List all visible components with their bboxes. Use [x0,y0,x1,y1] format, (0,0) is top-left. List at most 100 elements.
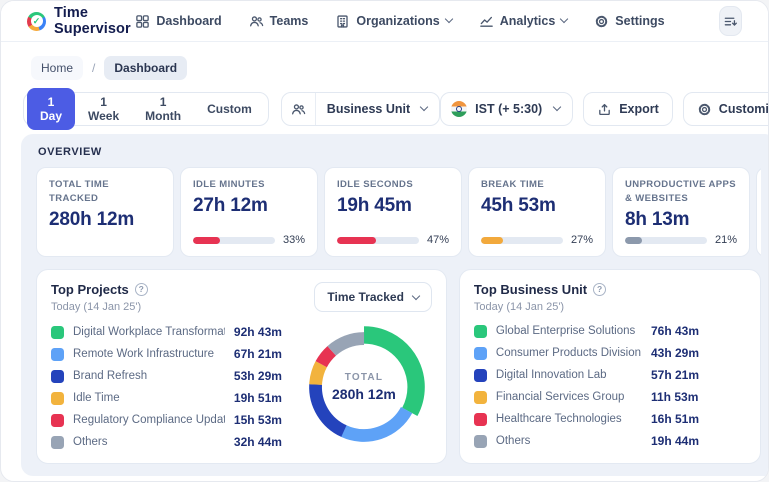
legend-label: Remote Work Infrastructure [73,348,215,360]
legend-swatch [473,434,487,448]
legend-item: Financial Services Group 11h 53m [473,389,746,405]
timezone-dropdown[interactable]: IST (+ 5:30) [440,92,574,126]
legend-item: Brand Refresh 53h 29m [51,368,296,384]
date-range-tabs: 1 Day 1 Week 1 Month Custom [23,88,269,130]
nav-label: Analytics [499,14,556,28]
gear-icon [698,103,711,115]
stat-card-break-time: BREAK TIME 45h 53m 27% [468,167,606,257]
legend-swatch [51,325,64,339]
legend-label: Financial Services Group [495,391,625,403]
top-projects-donut [303,326,425,448]
legend-label: Idle Time [73,392,120,404]
breadcrumb-current: Dashboard [104,56,188,80]
stat-card-total-time: TOTAL TIME TRACKED 280h 12m [36,167,174,257]
legend-swatch [473,324,487,338]
legend-item: Digital Workplace Transformation 92h 43m [51,324,296,340]
stat-card-percent: 21% [714,234,737,246]
breadcrumb-home[interactable]: Home [31,56,84,80]
grid-icon [136,14,150,28]
tab-1-month[interactable]: 1 Month [132,88,194,130]
legend-swatch [51,435,64,449]
breadcrumb: Home / Dashboard [31,56,768,80]
legend-label: Others [73,436,108,448]
donut-segment [309,332,419,442]
legend-value: 57h 21m [651,368,700,382]
help-icon[interactable]: ? [134,283,148,296]
legend-item: Idle Time 19h 51m [51,390,296,406]
stat-card-percent: 27% [570,234,593,246]
projects-legend: Digital Workplace Transformation 92h 43m… [51,324,296,450]
panel-title: Top Projects [51,282,129,297]
chevron-down-icon [552,102,562,112]
legend-value: 92h 43m [233,325,282,339]
legend-value: 67h 21m [233,347,282,361]
customize-button[interactable]: Customize [682,92,768,126]
legend-value: 15h 53m [233,413,282,427]
india-flag-icon [451,101,468,117]
collapse-panel-button[interactable] [718,6,742,36]
progress-track [193,236,275,244]
donut-chart: TOTAL 280h 12m [300,323,428,451]
brand-logo-icon: ✓ [27,11,46,31]
nav-label: Dashboard [156,14,222,28]
metric-dropdown[interactable]: Time Tracked [314,282,432,312]
nav-item-settings[interactable]: Settings [594,14,665,29]
gear-icon [596,15,608,27]
nav-item-dashboard[interactable]: Dashboard [135,14,222,29]
legend-value: 19h 51m [233,391,282,405]
legend-value: 32h 44m [233,435,282,449]
stat-card-label: UNPRODUCTIVE APPS & WEBSITES [625,179,736,204]
stat-card-label: IDLE SECONDS [337,179,414,190]
building-icon [337,14,349,28]
brand: ✓ Time Supervisor [27,5,135,37]
tab-1-day[interactable]: 1 Day [27,88,76,130]
progress-row: 21% [625,234,737,246]
panel-body: Global Enterprise Solutions 76h 43m Cons… [473,323,746,449]
nav-label: Settings [615,14,665,28]
stat-card-manual-time: MANUAL TIME 11h [756,167,761,257]
stat-card-label: BREAK TIME [481,179,545,190]
progress-fill [481,236,504,244]
donut-segment [309,332,419,442]
stat-cards-row: TOTAL TIME TRACKED 280h 12m IDLE MINUTES… [36,167,761,257]
progress-fill [337,236,376,244]
legend-swatch [51,347,64,361]
filter-bar: 1 Day 1 Week 1 Month Custom Business Uni… [23,88,768,130]
nav-label: Teams [269,14,309,28]
help-icon[interactable]: ? [593,283,607,296]
nav-label: Organizations [356,14,440,28]
legend-item: Consumer Products Division 43h 29m [473,345,746,361]
legend-label: Others [495,435,531,447]
dropdown-value: Time Tracked [327,290,404,304]
legend-label: Consumer Products Division [495,347,642,359]
legend-swatch [51,391,64,405]
check-icon: ✓ [30,15,43,27]
progress-track [625,236,707,244]
people-icon [282,93,316,125]
brand-name: Time Supervisor [54,5,131,37]
nav-item-organizations[interactable]: Organizations [335,14,453,29]
business-unit-legend: Global Enterprise Solutions 76h 43m Cons… [473,323,746,449]
legend-swatch [473,346,487,360]
section-title: OVERVIEW [38,146,102,158]
export-button[interactable]: Export [583,92,673,126]
stat-card-value: 280h 12m [49,208,135,230]
panel-header: Top Projects ? Today (14 Jan 25') Time T… [51,282,432,313]
legend-label: Digital Workplace Transformation [73,326,225,338]
stat-card-idle-seconds: IDLE SECONDS 19h 45m 47% [324,167,462,257]
legend-item: Remote Work Infrastructure 67h 21m [51,346,296,362]
panel-titles: Top Projects ? Today (14 Jan 25') [51,282,148,313]
stat-card-value: 45h 53m [481,194,556,216]
stat-card-value: 8h 13m [625,208,690,230]
tab-custom[interactable]: Custom [194,95,265,123]
export-label: Export [619,102,659,116]
nav-item-teams[interactable]: Teams [249,14,309,29]
tab-1-week[interactable]: 1 Week [75,88,132,130]
business-unit-dropdown[interactable]: Business Unit [280,92,441,126]
legend-item: Others 32h 44m [51,434,296,450]
legend-swatch [51,369,64,383]
nav-item-analytics[interactable]: Analytics [479,14,569,29]
top-nav: ✓ Time Supervisor Dashboard Teams Organi… [1,1,768,42]
legend-label: Regulatory Compliance Update [73,414,225,426]
